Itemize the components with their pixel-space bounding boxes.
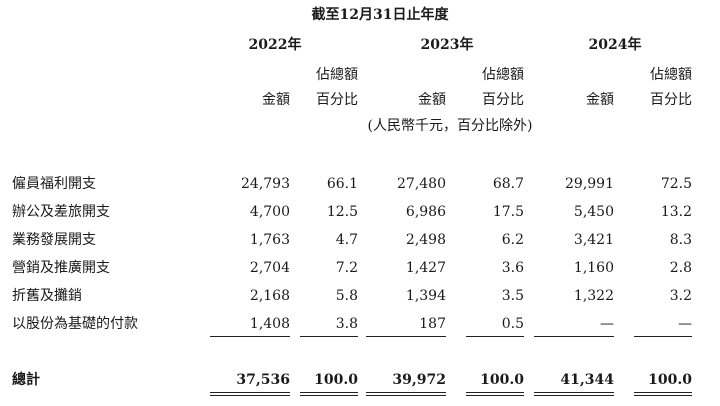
table-cell: 5.8 [335,288,358,304]
row-label: 營銷及推廣開支 [12,260,110,276]
row-label: 折舊及攤銷 [12,288,82,304]
total-double-rule [210,392,290,393]
total-double-rule [366,395,446,396]
total-cell: 100.0 [480,372,524,388]
table-cell: 6.2 [501,232,524,248]
table-cell: 2,168 [249,288,290,304]
table-cell: 68.7 [492,176,524,192]
percent-column-header-line1: 佔總額 [316,67,358,83]
percent-column-header-line1: 佔總額 [650,67,692,83]
total-double-rule [634,392,692,393]
total-double-rule [300,392,358,393]
table-cell: 0.5 [501,316,524,332]
total-cell: 37,536 [236,372,290,388]
table-cell: 1,394 [405,288,446,304]
table-cell: 3.2 [669,288,692,304]
percent-column-header-line2: 百分比 [316,92,358,108]
amount-column-header: 金額 [586,92,614,108]
total-cell: 39,972 [392,372,446,388]
table-cell: 1,427 [405,260,446,276]
table-cell: 66.1 [326,176,358,192]
table-cell: 29,991 [565,176,614,192]
year-heading: 2022年 [248,37,302,53]
total-cell: 100.0 [314,372,358,388]
total-double-rule [634,395,692,396]
total-double-rule [534,395,614,396]
total-double-rule [210,395,290,396]
table-cell: 2,704 [249,260,290,276]
table-cell: 4,700 [249,204,290,220]
row-label: 辦公及差旅開支 [12,204,110,220]
table-cell: 7.2 [335,260,358,276]
subtotal-rule [300,336,358,337]
total-label: 總計 [12,372,40,388]
subtotal-rule [534,336,614,337]
table-cell: 27,480 [397,176,446,192]
table-cell: 1,763 [249,232,290,248]
table-cell: 4.7 [335,232,358,248]
row-label: 業務發展開支 [12,232,96,248]
table-cell: 12.5 [326,204,358,220]
table-cell: 1,408 [249,316,290,332]
table-cell: — [678,316,692,332]
table-cell: 5,450 [573,204,614,220]
table-cell: 72.5 [660,176,692,192]
table-cell: 3,421 [573,232,614,248]
table-cell: 187 [419,316,446,332]
total-double-rule [534,392,614,393]
table-cell: 2,498 [405,232,446,248]
table-cell: 13.2 [660,204,692,220]
table-cell: 1,322 [573,288,614,304]
percent-column-header-line1: 佔總額 [482,67,524,83]
table-cell: 2.8 [669,260,692,276]
table-cell: 8.3 [669,232,692,248]
subtotal-rule [210,336,290,337]
percent-column-header-line2: 百分比 [482,92,524,108]
table-cell: 3.6 [501,260,524,276]
table-cell: 24,793 [241,176,290,192]
unit-note: (人民幣千元，百分比除外) [367,118,533,134]
table-cell: 3.8 [335,316,358,332]
total-cell: 41,344 [560,372,614,388]
total-double-rule [466,395,524,396]
year-heading: 2024年 [588,37,642,53]
table-cell: — [600,316,614,332]
row-label: 僱員福利開支 [12,176,96,192]
table-cell: 17.5 [492,204,524,220]
table-cell: 6,986 [405,204,446,220]
total-double-rule [300,395,358,396]
period-heading: 截至12月31日止年度 [311,7,449,23]
subtotal-rule [634,336,692,337]
total-double-rule [466,392,524,393]
total-double-rule [366,392,446,393]
percent-column-header-line2: 百分比 [650,92,692,108]
amount-column-header: 金額 [262,92,290,108]
amount-column-header: 金額 [418,92,446,108]
subtotal-rule [466,336,524,337]
year-heading: 2023年 [420,37,474,53]
row-label: 以股份為基礎的付款 [12,316,138,332]
total-cell: 100.0 [648,372,692,388]
subtotal-rule [366,336,446,337]
table-cell: 3.5 [501,288,524,304]
table-cell: 1,160 [573,260,614,276]
